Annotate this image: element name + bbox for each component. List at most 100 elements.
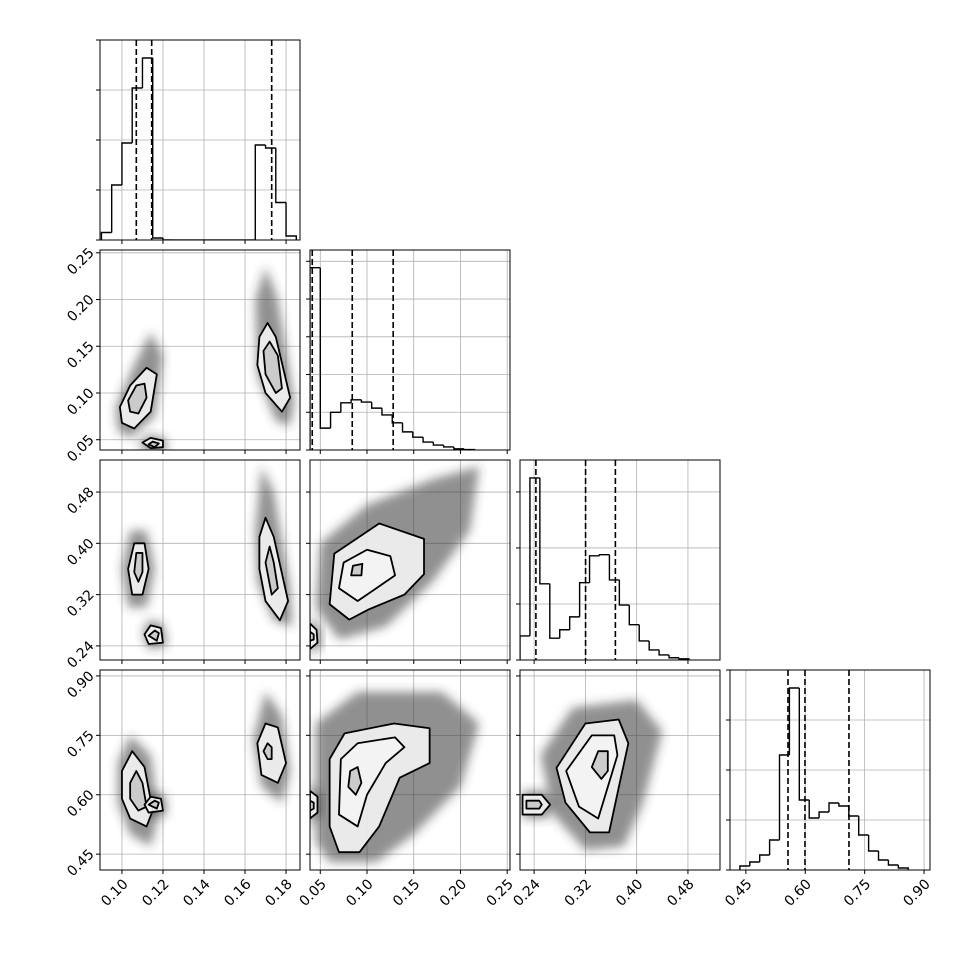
histogram-step [254,144,266,240]
y-tick-label: 0.40 [64,536,97,569]
x-tick-label: 0.90 [900,876,933,909]
contour [347,766,363,796]
x-tick-label: 0.15 [390,876,423,909]
histogram-step [778,754,790,840]
contour [147,440,160,449]
contour [264,545,279,596]
histogram-step [818,811,830,818]
x-tick-label: 0.25 [483,876,516,909]
histogram-step [412,431,424,438]
histogram-step [897,865,909,870]
y-tick-label: 0.32 [64,587,97,620]
histogram-step [264,145,276,149]
x-tick-label: 0.16 [221,876,254,909]
panel-frame [309,459,511,661]
panel-frame [309,669,511,871]
contour [350,562,364,577]
histogram-step [381,408,393,416]
histogram-step [329,411,341,429]
histogram-step [668,654,679,659]
histogram-step [867,835,879,852]
y-tick-label: 0.15 [64,339,97,372]
panel-frame [99,459,301,661]
y-tick-label: 0.90 [64,668,97,701]
panel-frame [309,249,511,451]
contour [133,552,144,583]
x-tick-label: 0.48 [664,876,697,909]
histogram-step [350,399,362,403]
panel-frame [519,459,721,661]
histogram-step [808,800,820,819]
density-panel [115,266,295,450]
x-tick-label: 0.60 [782,876,815,909]
histogram-step [638,624,650,642]
histogram-step [887,860,899,866]
histogram-step [162,238,174,240]
histogram-step [453,446,465,450]
histogram-step [285,202,298,240]
x-tick-label: 0.24 [510,876,543,909]
x-tick-label: 0.05 [297,876,330,909]
histogram-step [401,422,413,433]
histogram-step [121,142,133,185]
histogram-step [319,267,331,429]
histogram-step [858,816,869,836]
histogram-step [838,803,849,807]
panel-frame [99,249,301,451]
contour [338,736,406,828]
histogram-step [559,629,570,639]
histogram-step [275,148,287,204]
contour [262,340,283,394]
contour [147,799,160,810]
density-panel [521,699,663,851]
histogram-step [648,640,660,651]
histogram-step [539,477,550,585]
histogram-step [628,605,640,626]
y-tick-label: 0.25 [64,245,97,278]
histogram-step [100,231,112,240]
histogram-step [442,445,454,448]
histogram-step [828,802,839,812]
density-panel [117,691,291,847]
y-tick-label: 0.10 [64,385,97,418]
panel-frame [519,669,721,871]
contour [338,548,396,602]
histogram-step [432,442,444,446]
density-panel [310,466,480,655]
y-tick-label: 0.20 [64,292,97,325]
histogram-step [618,579,630,606]
y-tick-label: 0.60 [64,787,97,820]
panel-frame [729,669,931,871]
contour [147,629,160,642]
histogram-step [759,854,770,862]
histogram-step [877,851,889,861]
histogram-step [131,87,143,143]
histogram-step [152,58,163,239]
histogram-step [658,649,670,656]
y-tick-label: 0.75 [64,728,97,761]
contour [310,630,315,642]
panel-frame [99,39,301,241]
y-tick-label: 0.45 [64,847,97,880]
histogram-step [749,861,760,866]
histogram-step [520,635,530,660]
histogram-step [391,414,403,424]
x-tick-label: 0.10 [98,876,131,909]
histogram-step [110,184,122,233]
histogram-step [788,687,800,755]
histogram-step [529,477,540,636]
panel-frame [99,669,301,871]
x-tick-label: 0.75 [841,876,874,909]
histogram-step [568,616,580,630]
histogram [739,687,909,870]
y-tick-label: 0.48 [64,484,97,517]
y-tick-label: 0.05 [64,432,97,465]
x-tick-label: 0.45 [722,876,755,909]
x-tick-label: 0.40 [613,876,646,909]
density-panel [310,691,480,863]
histogram-step [798,688,810,801]
histogram-step [739,865,750,870]
x-tick-label: 0.12 [139,876,172,909]
x-tick-label: 0.32 [562,876,595,909]
